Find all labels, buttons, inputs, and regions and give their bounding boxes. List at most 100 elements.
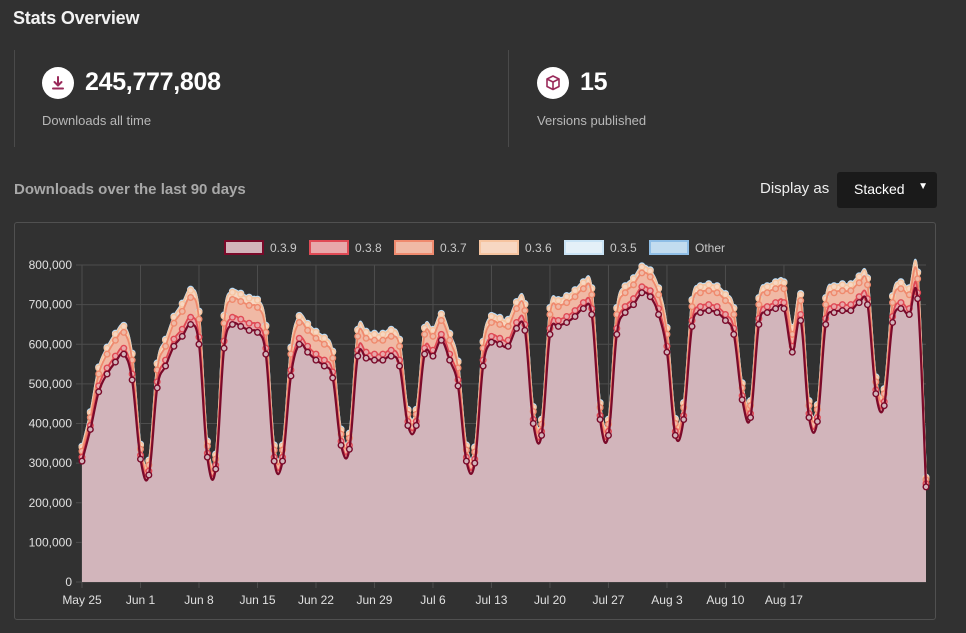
data-point	[788, 348, 796, 356]
data-point	[379, 330, 387, 338]
data-point	[178, 332, 186, 340]
x-tick-label: Jul 20	[534, 593, 566, 607]
data-point	[521, 326, 529, 334]
data-point	[103, 350, 111, 358]
data-point	[705, 287, 713, 295]
downloads-value: 245,777,808	[85, 68, 221, 96]
data-point	[914, 275, 922, 283]
legend-label-Other: Other	[695, 241, 725, 255]
data-point	[579, 285, 587, 293]
data-point	[320, 362, 328, 370]
data-point	[187, 320, 195, 328]
data-point	[571, 307, 579, 315]
data-point	[705, 301, 713, 309]
data-point	[387, 332, 395, 340]
chevron-down-icon: ▼	[918, 181, 928, 192]
data-point	[596, 416, 604, 424]
data-point	[655, 311, 663, 319]
stat-versions: 15 Versions published	[508, 50, 966, 147]
data-point	[713, 303, 721, 311]
data-point	[329, 354, 337, 362]
data-point	[864, 301, 872, 309]
data-point	[721, 291, 729, 299]
data-point	[437, 330, 445, 338]
box-icon	[537, 67, 569, 99]
data-point	[805, 414, 813, 422]
data-point	[696, 309, 704, 317]
data-point	[538, 431, 546, 439]
data-point	[379, 336, 387, 344]
data-point	[329, 374, 337, 382]
y-tick-label: 100,000	[29, 535, 73, 549]
data-point	[838, 281, 846, 289]
data-point	[889, 318, 897, 326]
data-point	[487, 332, 495, 340]
data-point	[855, 279, 863, 287]
data-point	[747, 414, 755, 422]
data-point	[237, 322, 245, 330]
data-point	[838, 307, 846, 315]
data-point	[880, 402, 888, 410]
chart-section-title: Downloads over the last 90 days	[14, 181, 246, 198]
x-tick-label: Jul 13	[475, 593, 507, 607]
data-point	[103, 370, 111, 378]
data-point	[822, 301, 830, 309]
data-point	[646, 267, 654, 275]
data-point	[554, 322, 562, 330]
data-point	[253, 328, 261, 336]
data-point	[830, 309, 838, 317]
data-point	[487, 338, 495, 346]
data-point	[162, 342, 170, 350]
data-point	[320, 334, 328, 342]
data-point	[312, 334, 320, 342]
data-point	[772, 299, 780, 307]
data-point	[772, 279, 780, 287]
data-point	[646, 287, 654, 295]
x-tick-label: Jun 15	[239, 593, 275, 607]
display-mode-select[interactable]: Stacked ▼	[837, 172, 937, 208]
y-tick-label: 0	[65, 575, 72, 589]
data-point	[379, 356, 387, 364]
data-point	[772, 285, 780, 293]
data-point	[170, 319, 178, 327]
data-point	[354, 352, 362, 360]
data-point	[563, 299, 571, 307]
data-point	[228, 313, 236, 321]
data-point	[897, 305, 905, 313]
data-point	[437, 336, 445, 344]
data-point	[228, 295, 236, 303]
data-point	[579, 299, 587, 307]
data-point	[471, 459, 479, 467]
data-point	[195, 340, 203, 348]
data-point	[780, 305, 788, 313]
data-point	[421, 350, 429, 358]
data-point	[212, 465, 220, 473]
data-point	[178, 307, 186, 315]
data-point	[721, 316, 729, 324]
data-point	[571, 313, 579, 321]
data-point	[630, 281, 638, 289]
legend-swatch-0.3.5	[564, 240, 604, 255]
data-point	[721, 297, 729, 305]
data-point	[187, 293, 195, 301]
data-point	[396, 342, 404, 350]
y-tick-label: 300,000	[29, 456, 73, 470]
data-point	[864, 281, 872, 289]
x-tick-label: Jul 27	[592, 593, 624, 607]
data-point	[897, 279, 905, 287]
chart-legend: 0.3.9 0.3.8 0.3.7 0.3.6 0.3.5 Other	[224, 240, 725, 255]
data-point	[563, 293, 571, 301]
data-point	[705, 307, 713, 315]
data-point	[111, 336, 119, 344]
legend-swatch-0.3.6	[479, 240, 519, 255]
x-tick-label: Jun 29	[356, 593, 392, 607]
legend-swatch-0.3.9	[224, 240, 264, 255]
data-point	[847, 301, 855, 309]
data-point	[738, 396, 746, 404]
data-point	[245, 301, 253, 309]
data-point	[571, 287, 579, 295]
legend-label-0.3.6: 0.3.6	[525, 241, 552, 255]
data-point	[496, 320, 504, 328]
data-point	[713, 289, 721, 297]
data-point	[763, 309, 771, 317]
